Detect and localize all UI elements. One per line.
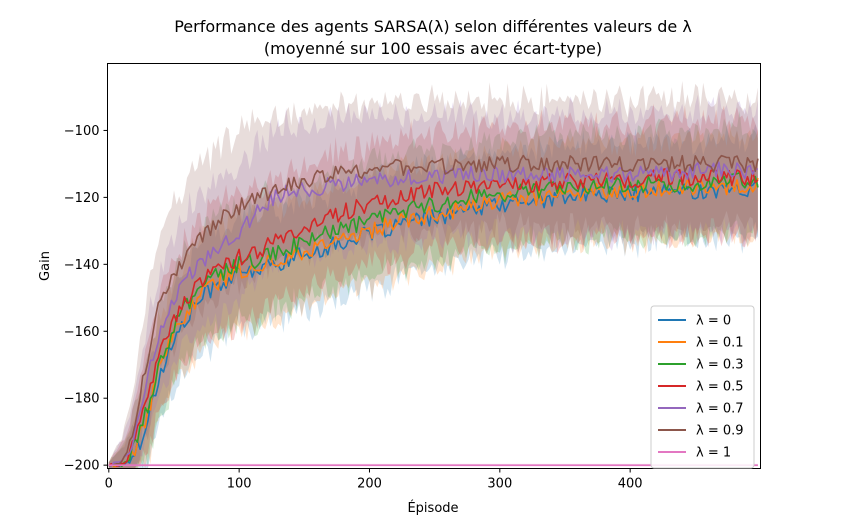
series-line-3 [108,168,759,467]
series-line-0 [108,181,759,468]
series-line-2 [108,171,759,468]
series-line-1 [108,177,759,468]
y-tick-label: −100 [64,124,100,139]
x-tick-label: 100 [227,477,252,492]
chart-subtitle: (moyenné sur 100 essais avec écart-type) [264,39,602,58]
legend: λ = 0 λ = 0.1 λ = 0.3 λ = 0.5 λ = 0.7 λ = 0.9… [650,305,755,469]
x-tick-label: 0 [105,477,113,492]
legend-entry: λ = 0.9 [696,424,744,439]
legend-entry: λ = 0 [696,314,731,329]
x-axis-title: Épisode [407,500,458,516]
y-axis-title: Gain [38,251,53,281]
y-tick-label: −140 [64,258,100,273]
legend-entry: λ = 1 [696,446,731,461]
legend-entry: λ = 0.7 [696,402,744,417]
y-tick-label: −180 [64,392,100,407]
y-tick-label: −200 [64,459,100,474]
legend-entry: λ = 0.5 [696,380,744,395]
series-line-4 [108,161,759,467]
chart-title: Performance des agents SARSA(λ) selon di… [174,17,692,36]
x-tick-label: 300 [487,477,512,492]
y-axis: −200 −180 −160 −140 −120 −100 [64,124,108,474]
legend-box [650,305,755,469]
y-tick-label: −160 [64,325,100,340]
x-tick-label: 200 [357,477,382,492]
plot-frame [107,63,761,469]
std-band-1 [108,123,758,469]
std-band-0 [108,124,758,469]
legend-entry: λ = 0.1 [696,336,744,351]
series-lines [108,154,759,468]
legend-entry: λ = 0.3 [696,358,744,373]
y-tick-label: −120 [64,191,100,206]
std-band-5 [108,81,758,469]
x-axis: 0 100 200 300 400 [105,468,643,492]
series-line-5 [108,154,759,467]
x-tick-label: 400 [618,477,643,492]
std-band-2 [108,110,758,469]
